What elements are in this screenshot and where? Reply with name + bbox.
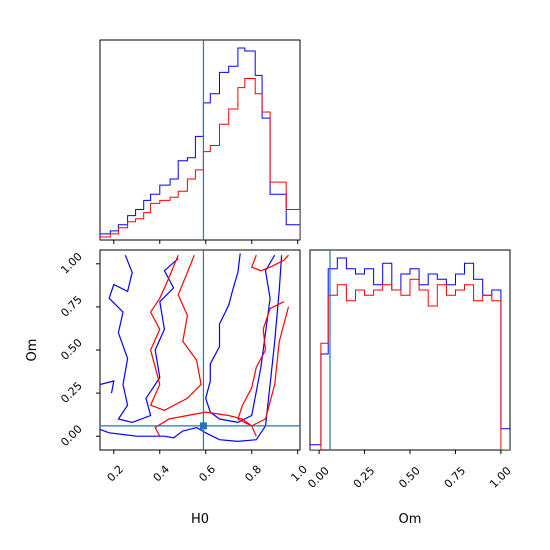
- x-tick-label-Om: 0.50: [396, 464, 423, 491]
- x-axis-label-H0: H0: [191, 512, 209, 527]
- x-tick-label-H0: 0.8: [242, 463, 264, 485]
- hist-H0-panel: [99, 39, 301, 244]
- y-axis-label-Om: Om: [25, 339, 40, 362]
- hist-Om-panel: 0.00 0.25 0.50 0.75 1.00: [305, 249, 514, 491]
- x-tick-label-H0: 0.2: [105, 463, 127, 485]
- x-tick-label-Om: 0.25: [351, 464, 378, 491]
- contour-series-2-path-1: [154, 411, 257, 437]
- truth-marker: [199, 422, 207, 430]
- x-tick-label-Om: 1.00: [487, 464, 514, 491]
- y-tick-label-Om: 0.75: [58, 293, 85, 320]
- x-axis-label-Om: Om: [399, 512, 422, 527]
- contour-series-1-path-2: [108, 254, 179, 424]
- contour-series-1-path-1: [100, 255, 283, 443]
- x-tick-label-Om: 0.00: [305, 464, 332, 491]
- contour-series-2-path-4: [237, 301, 290, 427]
- x-tick-label-H0: 0.4: [151, 463, 173, 485]
- contour-series-1-path-4: [100, 380, 115, 394]
- x-tick-label-H0: 0.6: [196, 463, 218, 485]
- contour-panel: 0.2 0.4 0.6 0.8 1.00.000.250.500.751.00: [58, 249, 310, 485]
- contour-series-2-path-2: [149, 254, 202, 411]
- y-tick-label-Om: 0.25: [58, 379, 85, 406]
- hist-H0-series-2-step: [100, 78, 300, 240]
- hist-Om-series-2-step: [310, 278, 510, 450]
- contour-series-2-path-3: [250, 254, 289, 272]
- y-tick-label-Om: 0.00: [58, 422, 85, 449]
- hist-Om-series-1-step: [310, 257, 510, 450]
- x-tick-label-Om: 0.75: [442, 464, 469, 491]
- y-tick-label-Om: 0.50: [58, 336, 85, 363]
- hist-H0-series-1-step: [100, 47, 300, 240]
- hist-H0-frame: [99, 39, 301, 241]
- y-tick-label-Om: 1.00: [58, 250, 85, 277]
- contour-series-1-path-3: [205, 253, 276, 424]
